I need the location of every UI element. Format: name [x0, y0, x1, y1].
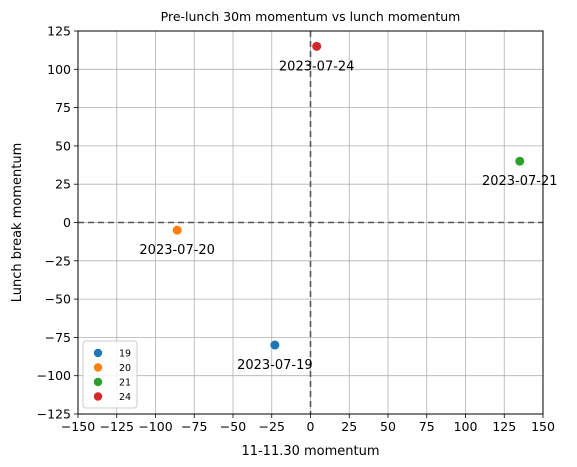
data-points: [172, 41, 525, 350]
y-tick-label: 100: [47, 62, 71, 77]
data-point-20: [172, 225, 182, 235]
legend-label-21: 21: [119, 378, 131, 389]
legend-label-19: 19: [119, 349, 131, 360]
data-point-21: [515, 156, 525, 166]
legend-marker-24: [93, 392, 103, 401]
x-tick-label: 0: [307, 419, 315, 434]
legend: 19 20 21 24: [82, 340, 138, 409]
legend-label-20: 20: [119, 363, 131, 374]
y-tick-label: 25: [55, 177, 71, 192]
x-tick-label: −150: [61, 419, 95, 434]
y-axis-label: Lunch break momentum: [10, 143, 25, 302]
x-tick-label: −100: [138, 419, 172, 434]
legend-marker-19: [93, 348, 103, 358]
y-tick-label: 75: [55, 100, 71, 115]
point-annotation-19: 2023-07-19: [237, 358, 313, 373]
x-tick-label: 125: [492, 419, 516, 434]
y-axis-ticks: −125 −100 −75 −50 −25 0 25 50 75 100 125: [37, 24, 78, 422]
legend-box: [82, 340, 138, 409]
x-tick-label: 50: [380, 419, 396, 434]
y-tick-label: 50: [55, 138, 71, 153]
y-tick-label: 0: [63, 215, 71, 230]
point-annotation-20: 2023-07-20: [139, 243, 215, 258]
y-tick-label: −100: [37, 368, 71, 383]
data-point-19: [270, 340, 280, 350]
legend-label-24: 24: [119, 392, 131, 403]
x-tick-label: 25: [341, 419, 357, 434]
reference-lines: [78, 31, 543, 414]
x-tick-label: 100: [454, 419, 478, 434]
point-annotation-21: 2023-07-21: [482, 174, 558, 189]
point-annotation-24: 2023-07-24: [279, 59, 355, 74]
x-axis-ticks: −150 −125 −100 −75 −50 −25 0 25 50 75 100 125 150: [61, 414, 555, 434]
y-tick-label: −125: [37, 407, 71, 422]
legend-marker-21: [93, 377, 103, 387]
point-annotations: 2023-07-19 2023-07-20 2023-07-21 2023-07-24: [139, 59, 557, 373]
x-tick-label: −75: [181, 419, 207, 434]
x-axis-label: 11-11.30 momentum: [241, 444, 379, 459]
x-tick-label: −50: [220, 419, 246, 434]
y-tick-label: −25: [45, 253, 71, 268]
y-tick-label: −75: [45, 330, 71, 345]
chart-title: Pre-lunch 30m momentum vs lunch momentum: [161, 9, 461, 24]
x-tick-label: −125: [100, 419, 134, 434]
y-tick-label: 125: [47, 24, 71, 39]
x-tick-label: 75: [419, 419, 435, 434]
legend-marker-20: [93, 363, 103, 372]
x-tick-label: −25: [259, 419, 285, 434]
y-tick-label: −50: [45, 292, 71, 307]
data-point-24: [312, 41, 322, 51]
x-tick-label: 150: [531, 419, 555, 434]
